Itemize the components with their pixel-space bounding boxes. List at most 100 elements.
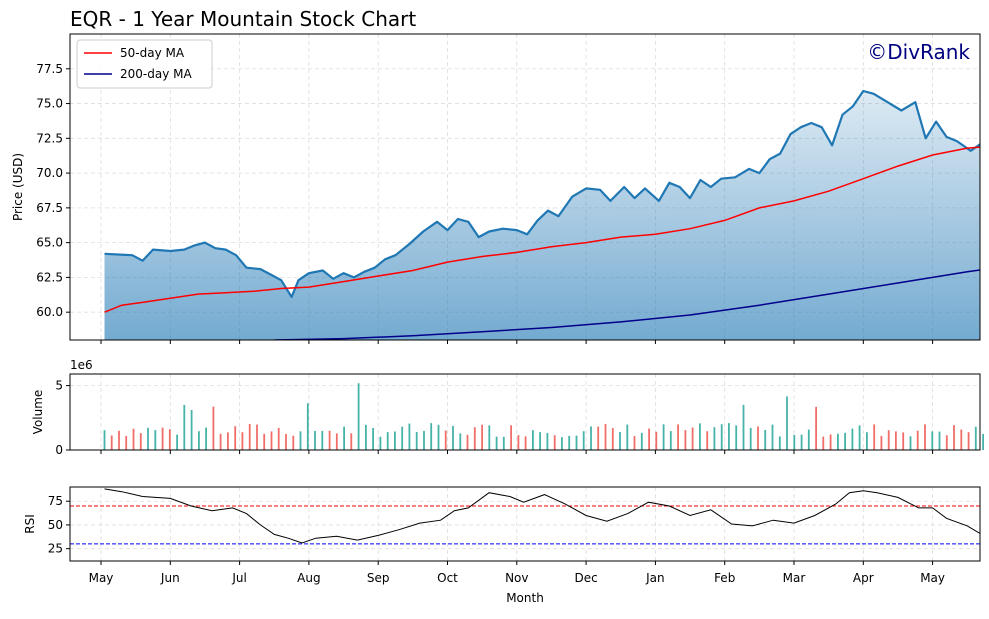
volume-bar	[902, 432, 904, 450]
volume-bar	[815, 407, 817, 450]
volume-bar	[176, 435, 178, 450]
volume-bar	[329, 431, 331, 450]
volume-bar	[300, 431, 302, 450]
x-tick-label: Oct	[437, 571, 458, 585]
volume-bar	[881, 436, 883, 450]
volume-ylabel: Volume	[31, 390, 45, 435]
volume-bar	[365, 425, 367, 450]
volume-bar	[634, 436, 636, 450]
volume-bar	[924, 424, 926, 450]
volume-bar	[445, 431, 447, 451]
volume-bar	[699, 423, 701, 450]
volume-bar	[554, 435, 556, 450]
volume-bar	[772, 425, 774, 450]
volume-bar	[866, 432, 868, 450]
volume-bar	[561, 437, 563, 450]
volume-bar	[873, 424, 875, 450]
x-tick-label: Mar	[783, 571, 806, 585]
volume-bar	[140, 433, 142, 450]
volume-bar	[750, 428, 752, 450]
volume-bar	[503, 437, 505, 450]
volume-bar	[953, 425, 955, 450]
volume-bar	[960, 430, 962, 451]
volume-bar	[605, 424, 607, 450]
volume-bar	[917, 431, 919, 450]
volume-bar	[837, 434, 839, 450]
volume-bar	[387, 432, 389, 450]
volume-bar	[518, 435, 520, 450]
volume-bar	[198, 431, 200, 450]
volume-bar	[525, 436, 527, 450]
volume-bar	[931, 431, 933, 450]
volume-bar	[104, 430, 106, 450]
volume-bar	[946, 435, 948, 450]
volume-bar	[394, 432, 396, 451]
price-yticks: 60.062.565.067.570.072.575.077.5	[36, 62, 70, 319]
volume-bar	[423, 431, 425, 450]
x-axis-label: Month	[506, 591, 544, 605]
volume-bar	[474, 427, 476, 450]
volume-bar	[663, 424, 665, 450]
rsi-ylabel: RSI	[23, 514, 37, 534]
volume-bar	[358, 383, 360, 450]
x-tick-label: May	[920, 571, 945, 585]
volume-bar	[721, 424, 723, 450]
volume-bar	[801, 435, 803, 450]
volume-bar	[685, 430, 687, 450]
x-tick-label: Jul	[231, 571, 246, 585]
y-tick-label: 50	[48, 518, 63, 532]
volume-bar	[743, 405, 745, 450]
volume-bar	[118, 431, 120, 450]
volume-bar	[380, 437, 382, 450]
volume-bar	[764, 430, 766, 450]
volume-bar	[162, 428, 164, 450]
volume-bar	[430, 423, 432, 450]
volume-bar	[459, 433, 461, 450]
volume-bar	[728, 423, 730, 450]
price-panel: 60.062.565.067.570.072.575.077.5 Price (…	[11, 34, 989, 340]
volume-bar	[859, 425, 861, 450]
volume-bar	[154, 430, 156, 450]
volume-bar	[590, 426, 592, 450]
volume-bar	[321, 431, 323, 450]
x-tick-label: Jan	[645, 571, 665, 585]
volume-bar	[343, 427, 345, 450]
volume-bar	[242, 432, 244, 450]
volume-bar	[278, 428, 280, 450]
x-tick-label: Feb	[714, 571, 735, 585]
volume-bar	[975, 427, 977, 450]
volume-bar	[808, 430, 810, 450]
volume-bar	[147, 428, 149, 450]
volume-bar	[910, 436, 912, 450]
y-tick-label: 25	[48, 542, 63, 556]
volume-bar	[125, 436, 127, 450]
volume-bar	[830, 435, 832, 451]
volume-bar	[822, 437, 824, 450]
volume-bar	[263, 434, 265, 450]
x-tick-label: Apr	[853, 571, 874, 585]
volume-bar	[968, 432, 970, 450]
volume-bars	[104, 383, 989, 450]
volume-bar	[271, 431, 273, 450]
volume-bar	[213, 407, 215, 450]
volume-bar	[307, 403, 309, 450]
volume-bar	[714, 427, 716, 450]
price-ylabel: Price (USD)	[11, 153, 25, 221]
volume-bar	[336, 433, 338, 450]
y-tick-label: 72.5	[36, 131, 63, 145]
x-tick-label: May	[89, 571, 114, 585]
y-tick-label: 67.5	[36, 201, 63, 215]
volume-bar	[626, 425, 628, 450]
x-tick-label: Nov	[505, 571, 528, 585]
volume-bar	[249, 424, 251, 450]
volume-bar	[234, 426, 236, 450]
legend-label-ma50: 50-day MA	[120, 46, 185, 60]
volume-bar	[496, 437, 498, 450]
volume-bar	[576, 436, 578, 450]
volume-bar	[648, 429, 650, 450]
y-tick-label: 70.0	[36, 166, 63, 180]
x-tick-label: Jun	[160, 571, 180, 585]
volume-bar	[488, 425, 490, 450]
